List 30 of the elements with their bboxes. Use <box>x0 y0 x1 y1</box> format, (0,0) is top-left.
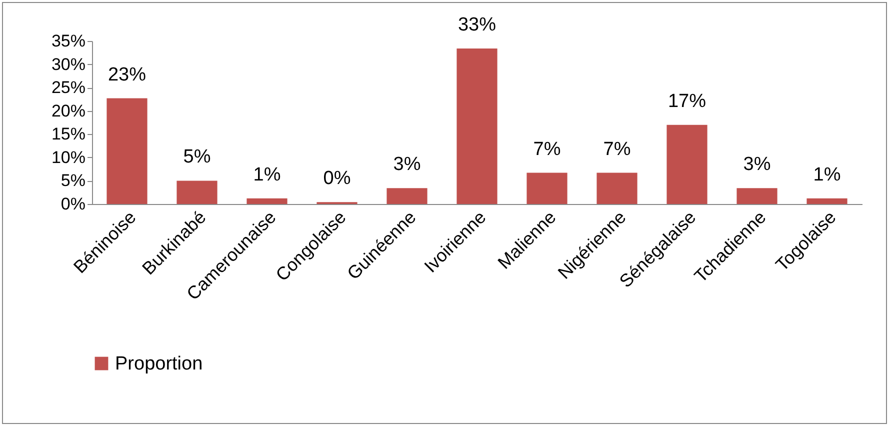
bar <box>806 198 848 204</box>
y-tick-label: 25% <box>51 78 86 98</box>
legend-label: Proportion <box>115 354 203 374</box>
data-label: 0% <box>323 168 351 190</box>
bar <box>526 172 568 204</box>
bar <box>456 48 498 204</box>
data-label: 3% <box>743 154 771 176</box>
bar <box>246 198 288 204</box>
y-tick-label: 30% <box>51 54 86 74</box>
bar <box>736 188 778 204</box>
bar <box>106 98 148 204</box>
bar <box>666 124 708 204</box>
data-label: 23% <box>108 64 146 86</box>
data-label: 3% <box>393 154 421 176</box>
data-label: 1% <box>253 164 281 186</box>
data-label: 7% <box>533 138 561 160</box>
bar <box>386 188 428 204</box>
data-label: 1% <box>813 164 841 186</box>
data-label: 5% <box>183 146 211 168</box>
data-label: 7% <box>603 138 631 160</box>
y-tick-label: 0% <box>60 194 86 214</box>
bar <box>596 172 638 204</box>
y-tick-label: 20% <box>51 101 86 120</box>
data-label: 33% <box>458 14 496 36</box>
y-tick-label: 35% <box>51 32 86 50</box>
y-tick-label: 15% <box>51 124 86 144</box>
data-label: 17% <box>668 90 706 112</box>
y-tick-label: 10% <box>51 148 86 167</box>
bar <box>176 180 218 204</box>
y-tick-label: 5% <box>60 171 86 190</box>
